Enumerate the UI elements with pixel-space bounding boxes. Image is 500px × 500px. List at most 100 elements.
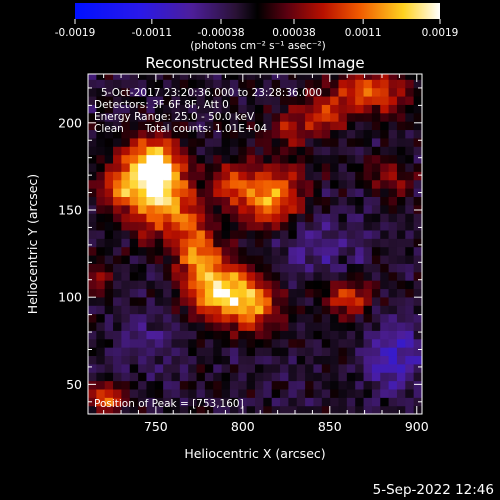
heatmap-cell — [355, 188, 365, 197]
heatmap-cell — [355, 330, 365, 340]
heatmap-cell — [405, 95, 415, 105]
heatmap-cell — [305, 271, 315, 281]
heatmap-cell — [129, 254, 139, 264]
heatmap-cell — [330, 313, 340, 323]
heatmap-cell — [396, 213, 406, 223]
heatmap-cell — [229, 229, 239, 239]
heatmap-cell — [96, 372, 106, 382]
heatmap-cell — [171, 188, 181, 197]
heatmap-cell — [96, 363, 106, 373]
heatmap-cell — [263, 321, 273, 331]
heatmap-cell — [388, 263, 398, 273]
heatmap-cell — [255, 137, 264, 147]
heatmap-cell — [422, 255, 431, 264]
heatmap-cell — [371, 338, 381, 348]
heatmap-cell — [305, 229, 315, 239]
heatmap-cell — [121, 95, 131, 105]
heatmap-cell — [396, 129, 406, 139]
heatmap-cell — [196, 405, 206, 414]
heatmap-cell — [388, 397, 398, 407]
heatmap-cell — [338, 104, 348, 114]
heatmap-cell — [246, 338, 256, 348]
heatmap-cell — [355, 154, 365, 164]
heatmap-cell — [313, 372, 323, 382]
heatmap-cell — [246, 355, 256, 365]
heatmap-cell — [422, 247, 431, 256]
heatmap-cell — [213, 188, 223, 197]
heatmap-cell — [213, 363, 223, 373]
heatmap-cell — [146, 229, 156, 239]
heatmap-cell — [288, 204, 298, 214]
heatmap-cell — [104, 263, 114, 273]
heatmap-cell — [263, 112, 273, 122]
heatmap-cell — [396, 162, 406, 172]
heatmap-cell — [129, 213, 139, 223]
heatmap-cell — [313, 388, 323, 398]
heatmap-cell — [280, 95, 289, 105]
heatmap-cell — [238, 355, 248, 365]
heatmap-cell — [255, 254, 264, 264]
heatmap-cell — [388, 179, 398, 189]
heatmap-cell — [129, 305, 139, 315]
heatmap-cell — [422, 339, 431, 348]
heatmap-cell — [296, 137, 306, 147]
heatmap-cell — [88, 397, 97, 407]
heatmap-cell — [346, 296, 356, 306]
heatmap-cell — [413, 372, 422, 382]
heatmap-cell — [238, 288, 248, 298]
heatmap-cell — [346, 388, 356, 398]
heatmap-cell — [338, 238, 348, 248]
heatmap-cell — [213, 104, 223, 114]
heatmap-cell — [146, 121, 156, 131]
heatmap-cell — [321, 288, 331, 298]
heatmap-cell — [179, 388, 189, 398]
heatmap-cell — [371, 305, 381, 315]
heatmap-cell — [255, 74, 264, 80]
heatmap-cell — [371, 104, 381, 114]
heatmap-cell — [204, 104, 214, 114]
heatmap-cell — [154, 129, 164, 139]
heatmap-cell — [163, 112, 173, 122]
heatmap-cell — [255, 338, 264, 348]
heatmap-cell — [96, 204, 106, 214]
heatmap-cell — [121, 171, 131, 181]
heatmap-cell — [271, 388, 281, 398]
heatmap-cell — [179, 330, 189, 340]
heatmap-cell — [129, 188, 139, 197]
heatmap-cell — [138, 372, 148, 382]
heatmap-cell — [371, 238, 381, 248]
heatmap-cell — [355, 179, 365, 189]
heatmap-cell — [188, 388, 198, 398]
heatmap-cell — [380, 363, 390, 373]
heatmap-cell — [338, 146, 348, 156]
heatmap-cell — [388, 305, 398, 315]
heatmap-cell — [363, 213, 373, 223]
heatmap-cell — [330, 95, 340, 105]
heatmap-cell — [171, 74, 181, 80]
heatmap-cell — [396, 263, 406, 273]
heatmap-cell — [204, 179, 214, 189]
heatmap-cell — [396, 79, 406, 89]
heatmap-cell — [138, 321, 148, 331]
heatmap-cell — [296, 355, 306, 365]
heatmap-cell — [280, 388, 289, 398]
heatmap-cell — [388, 388, 398, 398]
heatmap-cell — [154, 363, 164, 373]
heatmap-cell — [388, 405, 398, 414]
heatmap-cell — [346, 405, 356, 414]
heatmap-cell — [413, 280, 422, 290]
heatmap-cell — [296, 213, 306, 223]
heatmap-cell — [296, 363, 306, 373]
annotation-block: 5-Oct-2017 23:20:36.000 to 23:28:36.000 … — [94, 87, 322, 410]
heatmap-cell — [221, 246, 231, 256]
heatmap-cell — [313, 171, 323, 181]
heatmap-cell — [229, 213, 239, 223]
heatmap-cell — [396, 305, 406, 315]
heatmap-cell — [204, 188, 214, 197]
heatmap-cell — [146, 146, 156, 156]
heatmap-cell — [113, 179, 122, 189]
heatmap-cell — [238, 321, 248, 331]
heatmap-cell — [238, 313, 248, 323]
heatmap-cell — [204, 355, 214, 365]
heatmap-cell — [113, 188, 122, 197]
